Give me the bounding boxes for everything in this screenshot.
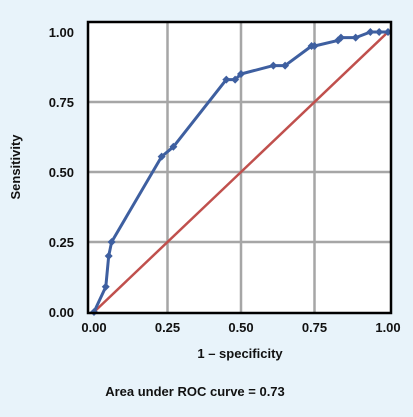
plot-frame: [86, 20, 393, 315]
roc-curve-point: [351, 33, 360, 42]
x-axis-title: 1 – specificity: [197, 346, 283, 361]
x-tick-label: 1.00: [375, 320, 400, 335]
roc-curve-point: [104, 252, 113, 260]
reference-diagonal-line: [93, 31, 389, 313]
x-tick-label: 0.75: [302, 320, 327, 335]
roc-curve-point: [231, 75, 240, 84]
y-tick-label: 0.25: [49, 235, 74, 250]
y-tick-label: 1.00: [49, 25, 74, 40]
roc-curve-point: [107, 238, 116, 246]
roc-curve-point: [101, 282, 110, 291]
x-tick-label: 0.25: [155, 320, 180, 335]
y-axis-title: Sensitivity: [8, 134, 23, 200]
roc-curve-point: [375, 28, 384, 36]
roc-curve-point: [157, 152, 166, 161]
plot-area: [88, 22, 391, 313]
x-tick-label: 0.00: [81, 320, 106, 335]
x-tick-labels: 0.00 0.25 0.50 0.75 1.00: [81, 320, 400, 335]
roc-curve-point: [169, 142, 178, 151]
y-tick-label: 0.50: [49, 165, 74, 180]
x-tick-label: 0.50: [228, 320, 253, 335]
roc-curve-point: [310, 42, 319, 50]
roc-curve-point: [237, 70, 245, 78]
reference-line-layer: [93, 31, 389, 313]
roc-curve-point: [269, 61, 278, 70]
roc-curve-point: [366, 28, 375, 36]
roc-curve-point: [222, 75, 231, 84]
y-tick-label: 0.75: [49, 95, 74, 110]
roc-curve-point: [281, 61, 290, 70]
auc-caption: Area under ROC curve = 0.73: [105, 384, 285, 399]
y-tick-label: 0.00: [49, 305, 74, 320]
roc-curve-point: [336, 33, 345, 42]
y-tick-labels: 0.00 0.25 0.50 0.75 1.00: [49, 25, 74, 320]
